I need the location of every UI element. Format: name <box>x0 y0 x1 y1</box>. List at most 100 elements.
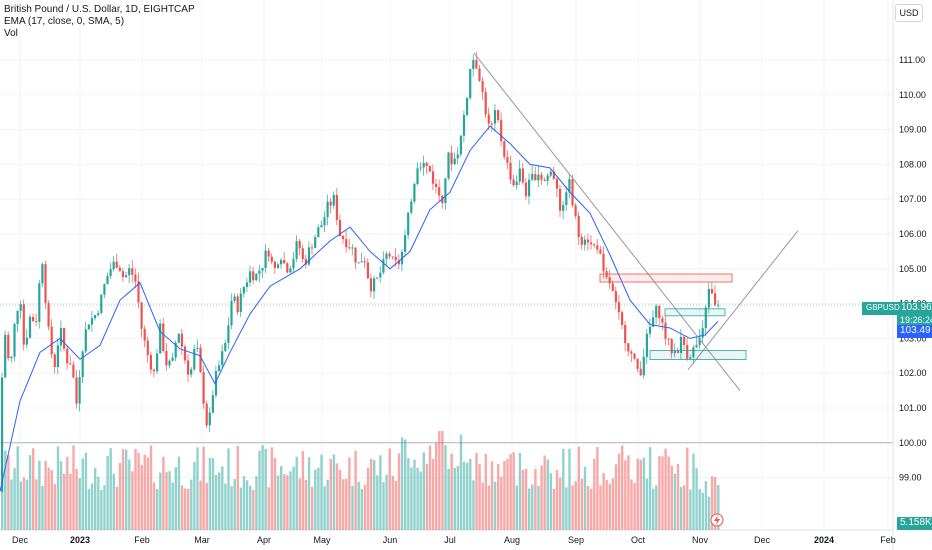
candle-body <box>227 325 230 343</box>
lightning-icon[interactable] <box>710 513 724 527</box>
volume-bar <box>307 457 311 530</box>
candle-body <box>345 239 348 248</box>
volume-bar <box>332 454 336 530</box>
volume-bar <box>140 465 143 530</box>
volume-bar <box>354 450 357 530</box>
candle-body <box>35 321 38 323</box>
volume-bar <box>202 446 205 530</box>
candle-body <box>4 334 7 378</box>
volume-bar <box>394 480 398 530</box>
volume-bar <box>590 488 593 530</box>
candle-body <box>128 268 131 276</box>
zone-small[interactable] <box>664 308 726 317</box>
volume-bar <box>242 476 246 530</box>
candle-body <box>87 324 90 330</box>
y-tick-label: 103.00 <box>899 333 927 343</box>
trendline-up[interactable] <box>687 230 799 371</box>
candle-body <box>676 351 679 353</box>
candle-body <box>698 337 701 346</box>
volume-bar <box>518 452 522 530</box>
volume-bar <box>695 468 698 530</box>
volume-bar <box>497 463 500 530</box>
candle-body <box>577 215 580 237</box>
resistance-zone[interactable] <box>599 273 733 283</box>
volume-bar <box>286 475 289 530</box>
volume-bar <box>357 481 360 530</box>
volume-bar <box>515 485 518 530</box>
candle-body <box>416 168 419 184</box>
candle-body <box>255 273 258 281</box>
candle-body <box>559 188 562 211</box>
support-zone[interactable] <box>649 350 747 360</box>
volume-bar <box>199 480 202 530</box>
volume-bar <box>329 458 332 530</box>
candle-body <box>53 354 56 368</box>
volume-bar <box>683 485 686 530</box>
candle-body <box>503 141 506 158</box>
candle-body <box>72 364 75 378</box>
candle-body <box>140 302 143 329</box>
volume-bar <box>385 474 388 530</box>
candle-body <box>493 109 497 124</box>
volume-bar <box>38 460 41 530</box>
candle-body <box>56 345 59 368</box>
y-tick-label: 106.00 <box>899 229 927 239</box>
trendline-down[interactable] <box>473 52 741 391</box>
candle-body <box>642 356 645 376</box>
volume-bar <box>128 459 131 530</box>
currency-button[interactable]: USD <box>895 4 923 22</box>
volume-bar <box>422 452 425 530</box>
candle-body <box>32 316 35 322</box>
volume-bar <box>16 446 19 530</box>
candle-body <box>199 347 202 373</box>
volume-bar <box>376 475 379 530</box>
volume-bar <box>112 473 115 530</box>
candle-body <box>583 239 586 245</box>
candle-body <box>320 225 323 228</box>
candle-body <box>137 281 140 303</box>
volume-bar <box>183 488 187 530</box>
candle-body <box>239 293 242 313</box>
volume-bar <box>599 485 602 530</box>
candle-body <box>78 377 81 404</box>
candle-body <box>348 247 351 249</box>
volume-bar <box>125 449 128 530</box>
volume-bar <box>311 486 314 530</box>
candle-body <box>506 157 509 163</box>
candle-body <box>1 377 4 492</box>
candle-body <box>528 179 531 197</box>
volume-bar <box>236 446 239 530</box>
candle-body <box>707 289 710 308</box>
candle-body <box>317 227 320 238</box>
volume-bar <box>425 463 429 530</box>
volume-bar <box>22 477 26 530</box>
y-tick-label: 99.00 <box>899 473 922 483</box>
volume-bar <box>84 452 88 530</box>
candle-body <box>388 253 391 257</box>
volume-bar <box>701 492 704 530</box>
volume-bar <box>534 468 537 530</box>
candle-body <box>518 168 521 182</box>
candle-body <box>152 369 156 372</box>
volume-bar <box>552 488 556 530</box>
ema-line[interactable] <box>0 125 719 492</box>
candle-body <box>121 271 125 278</box>
volume-bar <box>335 463 339 530</box>
volume-bar <box>555 470 559 530</box>
volume-bar <box>97 476 100 530</box>
candle-body <box>196 347 199 349</box>
candle-body <box>717 304 720 306</box>
candle-body <box>143 328 146 341</box>
candle-body <box>125 275 128 278</box>
candle-body <box>645 333 648 357</box>
candle-body <box>568 179 571 193</box>
candle-body <box>159 323 162 354</box>
volume-bar <box>261 445 264 530</box>
volume-bar <box>360 488 363 530</box>
candle-body <box>112 261 115 270</box>
volume-bar <box>103 485 106 530</box>
volume-bar <box>295 456 298 530</box>
volume-bar <box>348 457 351 530</box>
volume-bar <box>630 479 633 530</box>
